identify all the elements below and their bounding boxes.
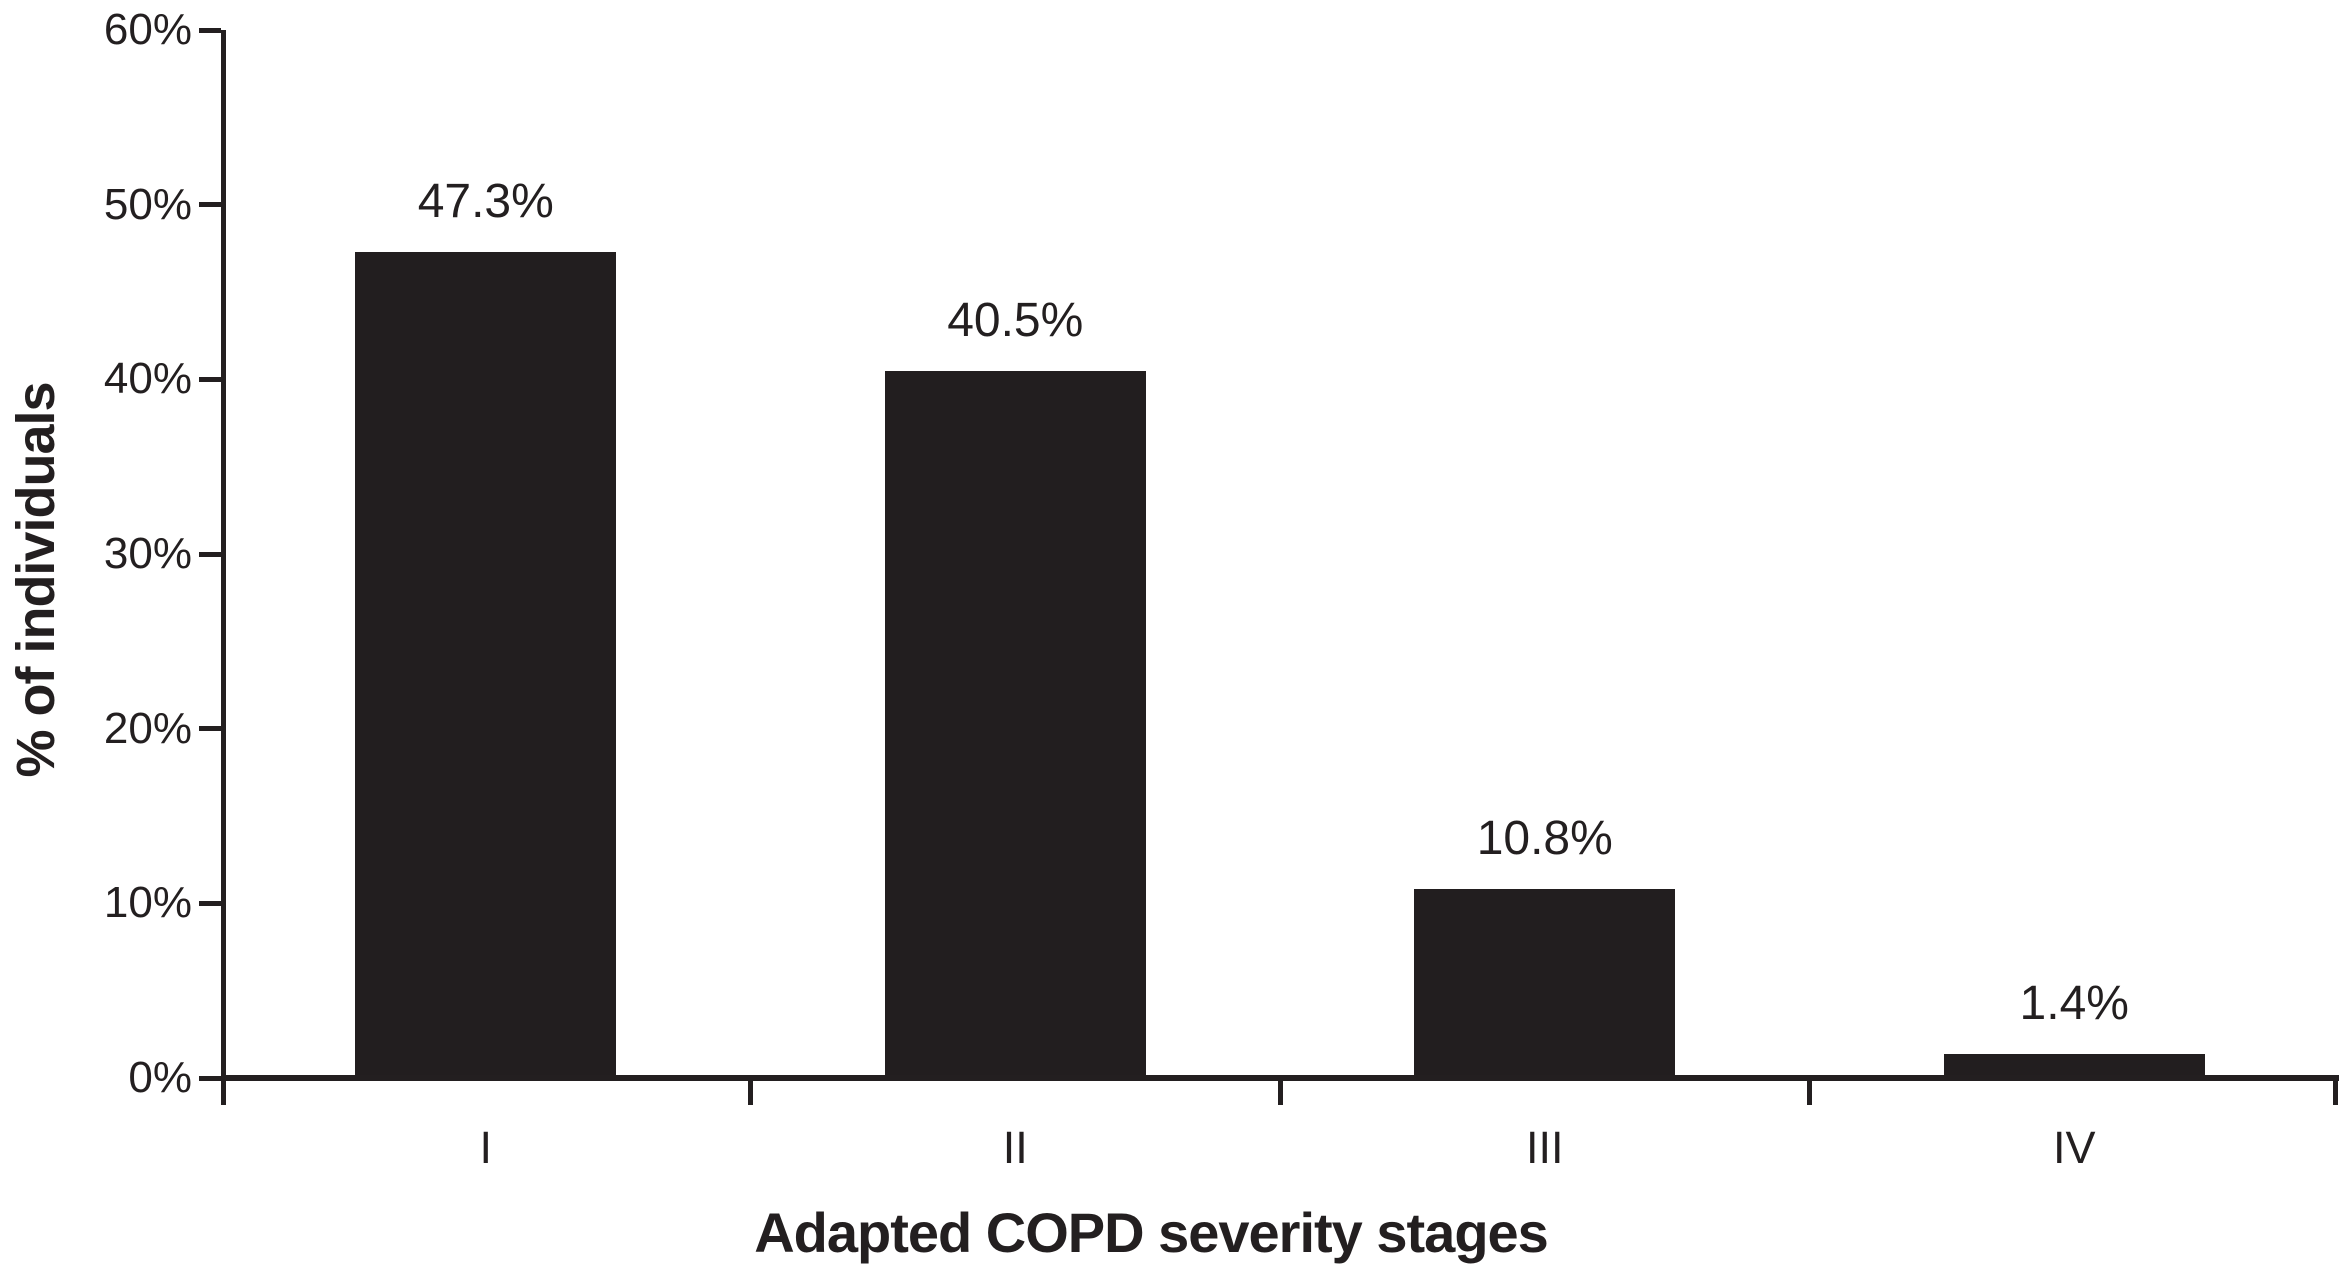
category-label-IV: IV xyxy=(2052,1122,2096,1173)
x-axis-title: Adapted COPD severity stages xyxy=(754,1201,1549,1264)
y-tick xyxy=(199,376,221,382)
bar-value-label-I: 47.3% xyxy=(417,174,554,228)
y-tick xyxy=(199,202,221,208)
bar-I xyxy=(355,251,617,1078)
y-tick-label: 30% xyxy=(103,529,192,578)
category-label-III: III xyxy=(1525,1122,1564,1173)
y-axis-line xyxy=(221,30,226,1105)
x-tick xyxy=(1277,1078,1283,1105)
y-tick-label: 60% xyxy=(103,5,192,54)
y-tick-label: 50% xyxy=(103,179,192,229)
y-tick-label: 0% xyxy=(128,1053,192,1102)
bar-value-label-III: 10.8% xyxy=(1476,812,1613,866)
y-tick-label: 40% xyxy=(103,354,192,404)
y-tick xyxy=(199,726,221,732)
y-tick xyxy=(199,551,221,557)
bar-IV xyxy=(1943,1053,2205,1078)
category-label-II: II xyxy=(1002,1122,1028,1173)
y-tick-label: 10% xyxy=(103,878,192,928)
y-tick xyxy=(199,1075,221,1081)
bar-II xyxy=(884,370,1146,1078)
x-tick xyxy=(748,1078,753,1105)
bar-III xyxy=(1414,889,1676,1078)
category-label-I: I xyxy=(479,1122,492,1173)
y-tick xyxy=(199,900,221,906)
bar-value-label-II: 40.5% xyxy=(947,293,1084,347)
y-tick-label: 20% xyxy=(103,703,192,753)
y-tick xyxy=(199,27,221,33)
x-tick xyxy=(2333,1078,2338,1105)
bar-value-label-IV: 1.4% xyxy=(2019,976,2129,1030)
x-axis-line xyxy=(221,1075,2339,1081)
x-tick xyxy=(1807,1078,1812,1105)
plot-area: 47.3% 40.5% 10.8% 1.4% xyxy=(199,27,2339,1105)
